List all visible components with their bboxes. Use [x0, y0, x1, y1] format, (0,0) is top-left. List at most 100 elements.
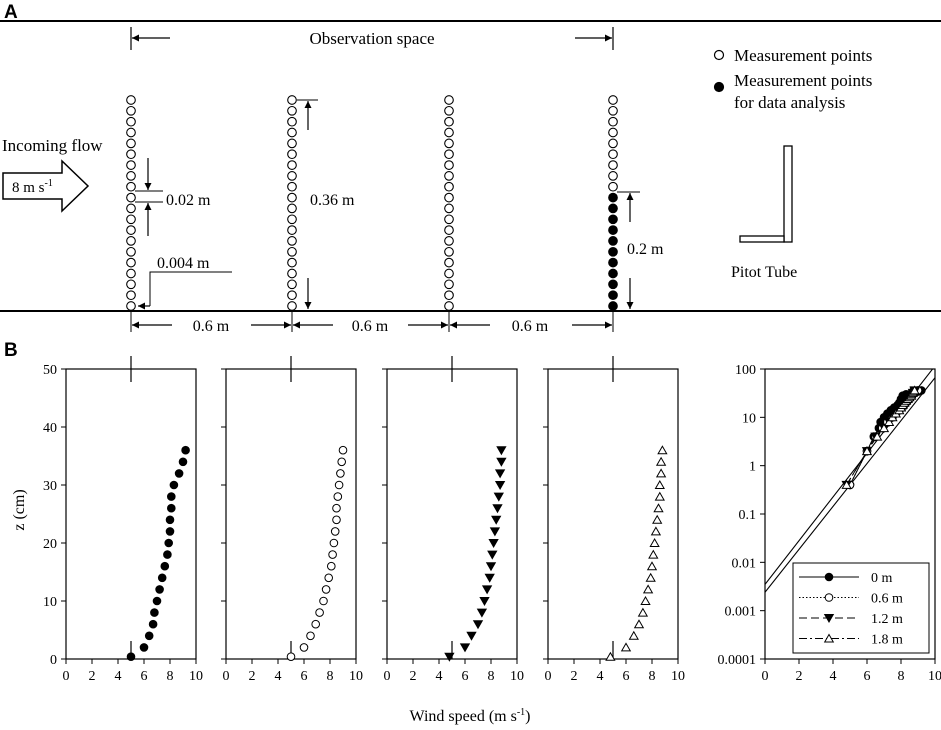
data-point — [878, 423, 890, 433]
measurement-point — [126, 192, 136, 203]
analysis-point — [608, 236, 618, 246]
measurement-point — [444, 160, 454, 170]
measurement-point — [126, 214, 136, 225]
pitot-tube-label: Pitot Tube — [731, 264, 797, 281]
legend-filled-label-2: for data analysis — [734, 93, 845, 112]
measurement-point — [126, 225, 136, 235]
data-point — [164, 538, 173, 548]
measurement-point — [287, 214, 297, 225]
y-tick-label: 30 — [43, 479, 57, 494]
data-point — [336, 469, 345, 478]
y-tick-label: 0.01 — [732, 556, 757, 571]
bottom-offset-label: 0.004 m — [157, 255, 210, 272]
rake-1 — [126, 95, 136, 311]
measurement-point — [444, 257, 454, 268]
measurement-point — [608, 138, 618, 149]
measurement-point — [444, 236, 454, 246]
x-tick-label: 2 — [249, 669, 256, 684]
measurement-point — [287, 95, 297, 105]
plot-frame — [225, 368, 357, 660]
analysis-point — [608, 214, 618, 225]
measurement-point — [287, 149, 297, 160]
x-tick-label: 2 — [796, 669, 803, 684]
analysis-point — [608, 225, 618, 235]
measurement-point — [287, 138, 297, 149]
measurement-point — [444, 171, 454, 181]
measurement-point — [287, 116, 297, 127]
x-tick-label: 2 — [571, 669, 578, 684]
data-point — [286, 652, 296, 662]
legend-open-marker — [713, 49, 725, 61]
data-point — [165, 515, 175, 525]
measurement-point — [608, 149, 618, 160]
measurement-point — [444, 138, 454, 149]
data-point — [494, 469, 506, 479]
data-point — [652, 514, 663, 524]
data-point — [653, 503, 664, 513]
data-point — [155, 585, 164, 594]
data-point — [167, 503, 176, 513]
measurement-point — [126, 279, 136, 290]
data-point — [174, 469, 184, 478]
data-point — [306, 631, 315, 641]
data-point — [324, 573, 334, 583]
x-tick-label: 10 — [189, 669, 203, 684]
y-tick-label: 100 — [735, 363, 756, 378]
panel-b-letter: B — [4, 340, 18, 361]
x-tick-label: 10 — [349, 669, 363, 684]
rake-3 — [444, 95, 454, 311]
analysis-range-dimension — [617, 191, 640, 309]
data-point — [479, 597, 490, 607]
legend-marker — [824, 572, 834, 582]
data-point — [311, 619, 321, 629]
measurement-point — [126, 181, 136, 192]
x-tick-label: 0 — [223, 669, 230, 684]
measurement-point — [287, 236, 297, 246]
measurement-point — [287, 160, 297, 170]
x-tick-label: 4 — [275, 669, 282, 684]
analysis-point — [608, 290, 618, 301]
x-tick-label: 2 — [410, 669, 417, 684]
measurement-point — [126, 160, 136, 170]
data-point — [493, 492, 504, 502]
data-point — [872, 431, 883, 441]
legend-marker — [823, 633, 835, 643]
x-tick-label: 0 — [762, 669, 769, 684]
plot-frame — [547, 368, 679, 660]
data-point — [655, 468, 667, 478]
data-point — [620, 642, 632, 652]
rake-4 — [608, 95, 618, 311]
legend-label: 0.6 m — [871, 592, 903, 607]
data-point — [646, 561, 658, 571]
data-point — [642, 584, 654, 594]
x-tick-label: 6 — [462, 669, 469, 684]
data-point — [327, 561, 336, 571]
legend-box — [792, 562, 930, 654]
legend-label: 1.8 m — [871, 633, 903, 648]
measurement-point — [126, 105, 136, 116]
measurement-rakes — [126, 95, 618, 311]
data-point — [496, 446, 507, 456]
rake-2 — [287, 95, 297, 311]
measurement-point — [608, 181, 618, 192]
analysis-point — [608, 279, 618, 290]
data-point — [640, 595, 651, 605]
data-point — [139, 643, 149, 652]
plot-frame — [386, 368, 518, 660]
measurement-point — [444, 290, 454, 301]
measurement-point — [287, 268, 297, 279]
analysis-point — [608, 203, 618, 214]
data-point — [315, 608, 324, 617]
y-tick-label: 0 — [50, 653, 57, 668]
x-tick-label: 4 — [597, 669, 604, 684]
measurement-point — [444, 95, 454, 105]
chart-1-8m: 0 2 4 6 8 10 — [543, 356, 685, 684]
flow-speed-label: 8 m s-1 — [12, 178, 53, 196]
x-tick-label: 4 — [830, 669, 837, 684]
data-point — [657, 445, 668, 455]
data-point — [496, 457, 507, 467]
data-point — [330, 527, 340, 536]
observation-space-bracket — [130, 27, 614, 50]
measurement-point — [287, 171, 297, 181]
